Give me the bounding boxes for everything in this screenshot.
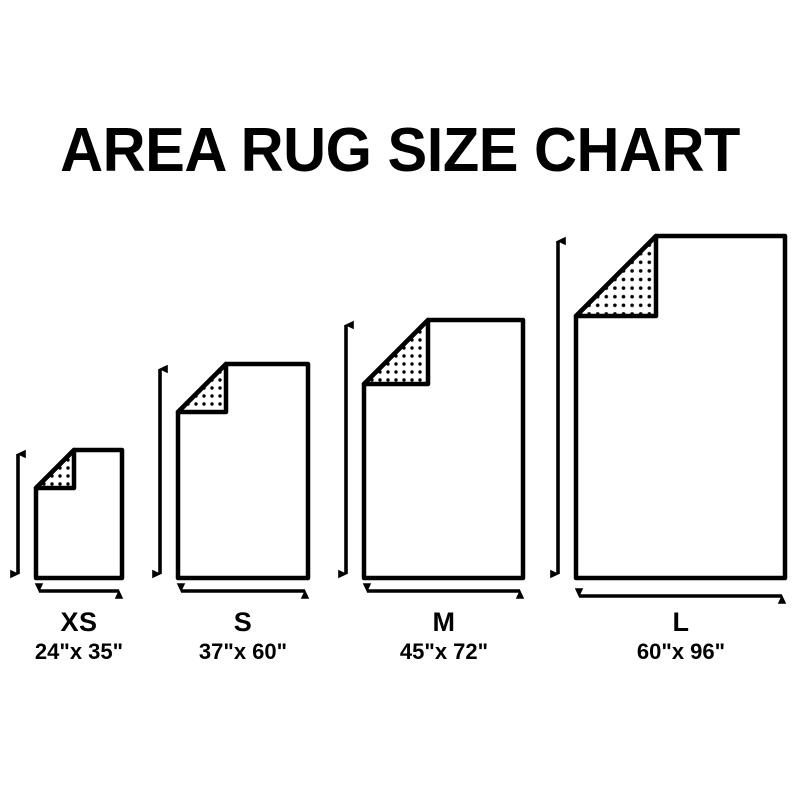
size-label-xs: XS 24"x 35" bbox=[9, 607, 149, 665]
size-dims-l: 60"x 96" bbox=[636, 639, 726, 664]
size-name-s: S bbox=[233, 607, 253, 637]
size-label-l: L 60"x 96" bbox=[611, 607, 751, 665]
rug-group-l bbox=[550, 233, 788, 604]
rug-group-s bbox=[152, 361, 311, 599]
rug-fold-edge-l bbox=[573, 233, 659, 319]
rug-group-m bbox=[338, 317, 526, 599]
rug-backing-dots-l bbox=[576, 236, 656, 316]
size-name-l: L bbox=[672, 607, 690, 637]
page-title: AREA RUG SIZE CHART bbox=[60, 116, 740, 185]
size-label-s: S 37"x 60" bbox=[173, 607, 313, 665]
size-name-m: M bbox=[432, 607, 456, 637]
size-dims-m: 45"x 72" bbox=[399, 639, 489, 664]
rug-folded-corner-icon-xs bbox=[33, 447, 125, 581]
size-label-m: M 45"x 72" bbox=[374, 607, 514, 665]
rug-group-xs bbox=[10, 447, 125, 599]
rug-fold-edge-s bbox=[175, 361, 229, 415]
size-dims-xs: 24"x 35" bbox=[34, 639, 124, 664]
rug-fold-edge-m bbox=[361, 317, 431, 387]
size-name-xs: XS bbox=[60, 607, 98, 637]
size-dims-s: 37"x 60" bbox=[198, 639, 288, 664]
rug-fold-edge-xs bbox=[33, 447, 77, 491]
